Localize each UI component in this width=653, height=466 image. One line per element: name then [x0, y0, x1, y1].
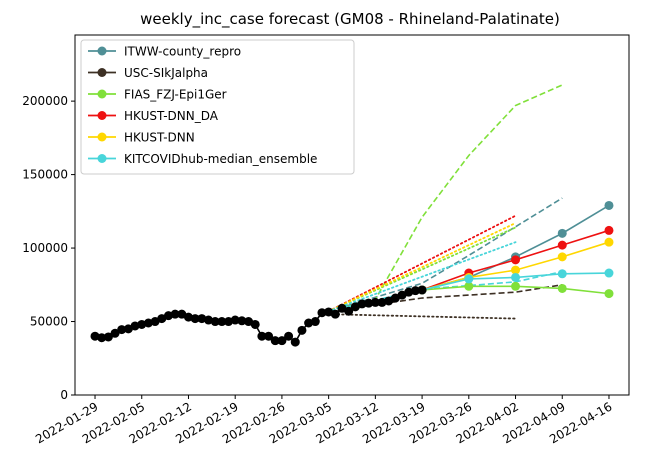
plot-frame [74, 34, 630, 396]
observed-point [297, 325, 307, 335]
dotted-line-kitcovidhub-median-ensemble [327, 241, 517, 313]
observed-point [117, 325, 127, 335]
legend-label-hkust-dnn-da: HKUST-DNN_DA [124, 109, 219, 123]
observed-point [250, 319, 260, 329]
legend-label-hkust-dnn: HKUST-DNN [124, 131, 195, 145]
observed-point [277, 336, 287, 346]
legend-marker-hkust-dnn [97, 132, 107, 142]
observed-point [370, 297, 380, 307]
legend-marker-fias-fzj-epi1ger [97, 89, 107, 99]
observed-point [364, 298, 374, 308]
series-point-kitcovidhub-median-ensemble [464, 274, 474, 284]
y-tick-label: 200000 [22, 94, 68, 108]
y-tick-label: 0 [60, 388, 68, 402]
observed-point [357, 299, 367, 309]
series-point-hkust-dnn-da [511, 255, 521, 265]
legend-box [80, 39, 355, 175]
observed-point [97, 333, 107, 343]
legend: ITWW-county_repro USC-SIkJalpha FIAS_FZJ-E… [80, 39, 355, 175]
dashed-line-itww-county-repro [328, 197, 563, 313]
observed-point [270, 336, 280, 346]
observed-point [170, 309, 180, 319]
series-point-fias-fzj-epi1ger [511, 281, 521, 291]
series-point-fias-fzj-epi1ger [557, 283, 567, 293]
observed-point [110, 328, 120, 338]
legend-marker-itww-county-repro [97, 46, 107, 56]
series-point-hkust-dnn [604, 237, 614, 247]
legend-marker-usc-sikjalpha [97, 68, 107, 77]
legend-label-itww-county-repro: ITWW-county_repro [124, 45, 241, 59]
observed-point [410, 286, 420, 296]
series-point-itww-county-repro [604, 200, 614, 210]
observed-point [417, 285, 427, 295]
observed-point [317, 308, 327, 318]
observed-point [284, 331, 294, 341]
dotted-line-hkust-dnn-da [327, 214, 517, 313]
observed-point [217, 317, 227, 327]
dotted-line-hkust-dnn [327, 222, 517, 313]
dotted-line-fias-fzj-epi1ger [327, 226, 517, 313]
series-point-kitcovidhub-median-ensemble [604, 268, 614, 278]
chart-title: weekly_inc_case forecast (GM08 - Rhinela… [140, 10, 560, 29]
observed-point [230, 315, 240, 325]
y-tick-label: 150000 [22, 168, 68, 182]
observed-point [330, 309, 340, 319]
observed-point [257, 331, 267, 341]
series-point-hkust-dnn [557, 252, 567, 262]
series-layer [327, 84, 614, 320]
legend-label-fias-fzj-epi1ger: FIAS_FZJ-Epi1Ger [124, 88, 227, 102]
observed-point [310, 317, 320, 327]
observed-point [344, 306, 354, 316]
observed-layer [90, 285, 427, 347]
series-point-kitcovidhub-median-ensemble [557, 269, 567, 279]
dotted-line-usc-sikjalpha [327, 313, 517, 320]
observed-point [264, 331, 274, 341]
series-point-fias-fzj-epi1ger [464, 281, 474, 291]
y-tick-label: 100000 [22, 241, 68, 255]
observed-point [290, 337, 300, 347]
legend-label-kitcovidhub-median-ensemble: KITCOVIDhub-median_ensemble [124, 152, 317, 166]
series-point-hkust-dnn-da [604, 225, 614, 235]
legend-label-usc-sikjalpha: USC-SIkJalpha [124, 66, 208, 80]
series-point-itww-county-repro [557, 228, 567, 238]
observed-point [237, 316, 247, 326]
series-point-fias-fzj-epi1ger [604, 289, 614, 299]
observed-point [210, 317, 220, 327]
series-point-hkust-dnn-da [557, 240, 567, 250]
series-point-hkust-dnn [511, 265, 521, 275]
observed-point [103, 332, 113, 342]
series-point-kitcovidhub-median-ensemble [511, 272, 521, 282]
observed-point [190, 314, 200, 324]
legend-marker-kitcovidhub-median-ensemble [97, 154, 107, 163]
y-tick-label: 50000 [30, 315, 68, 329]
legend-marker-hkust-dnn-da [97, 111, 107, 120]
